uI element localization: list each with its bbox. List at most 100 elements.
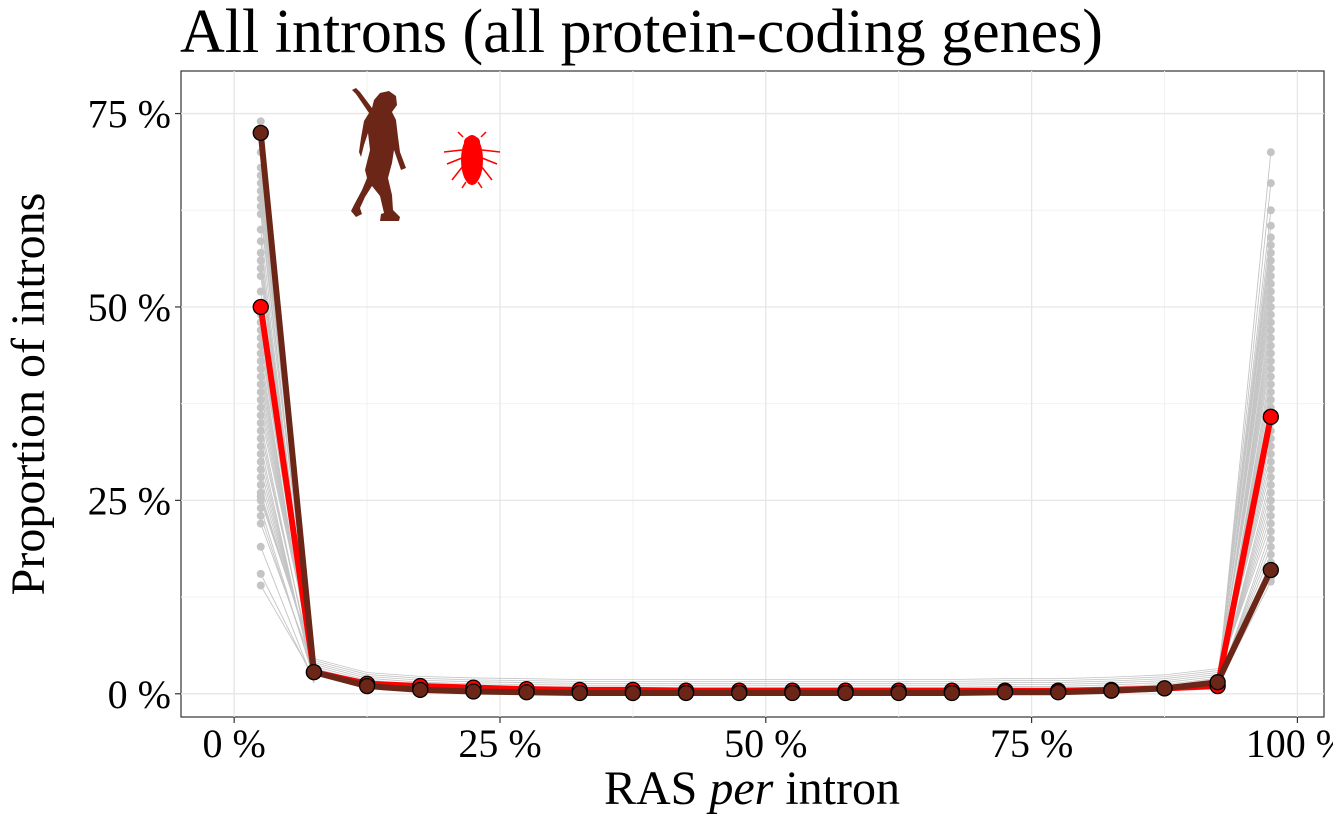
background-point <box>256 542 265 551</box>
background-point <box>1266 395 1275 404</box>
background-point <box>1266 287 1275 296</box>
background-line <box>260 546 315 684</box>
background-point <box>1266 233 1275 242</box>
background-point <box>1266 148 1275 157</box>
data-point-human <box>571 684 588 702</box>
y-tick-label: 50 % <box>88 285 171 330</box>
background-point <box>1266 480 1275 489</box>
fly-silhouette-icon <box>443 131 501 189</box>
background-point <box>256 395 265 404</box>
background-point <box>1266 535 1275 544</box>
data-point-human <box>1262 561 1279 579</box>
background-point <box>256 449 265 458</box>
data-point-human <box>677 684 695 702</box>
background-point <box>1266 465 1275 474</box>
data-point-human <box>890 684 907 702</box>
background-point <box>256 511 265 520</box>
data-point-human <box>1050 684 1067 701</box>
y-tick-label: 0 % <box>108 672 171 717</box>
y-tick-label: 25 % <box>88 478 171 523</box>
background-line <box>313 660 1218 682</box>
background-line <box>260 585 315 677</box>
background-point <box>256 569 265 578</box>
background-point <box>1266 264 1275 273</box>
background-point <box>1266 496 1275 505</box>
x-tick-label: 75 % <box>990 721 1073 766</box>
background-point <box>1266 295 1275 304</box>
data-point-fly <box>252 298 269 316</box>
background-point <box>1266 527 1275 536</box>
background-point <box>1266 473 1275 482</box>
background-point <box>1266 341 1275 350</box>
background-line <box>1217 306 1272 677</box>
data-point-human <box>837 684 854 702</box>
data-point-human <box>518 684 535 701</box>
highlight-series-points <box>252 124 1279 702</box>
data-point-human <box>1103 682 1120 699</box>
background-point <box>1266 206 1275 215</box>
data-point-human <box>943 684 961 702</box>
background-point <box>256 388 265 397</box>
background-point <box>1266 349 1275 358</box>
background-point <box>256 237 265 246</box>
background-point <box>1266 326 1275 335</box>
data-point-human <box>996 684 1014 701</box>
x-tick-label: 100 % <box>1246 721 1333 766</box>
data-point-human <box>305 663 323 681</box>
background-point <box>1266 442 1275 451</box>
background-point <box>1266 388 1275 397</box>
background-point <box>256 380 265 389</box>
background-point <box>1266 519 1275 528</box>
background-point <box>256 357 265 366</box>
data-point-human <box>358 677 376 695</box>
background-point <box>1266 241 1275 250</box>
x-tick-label: 25 % <box>458 721 541 766</box>
background-point <box>1266 256 1275 265</box>
background-point <box>1266 302 1275 311</box>
background-line <box>260 523 315 670</box>
x-tick-label: 0 % <box>202 721 265 766</box>
background-point <box>1266 248 1275 257</box>
y-axis-title: Proportion of introns <box>2 193 55 596</box>
background-point <box>256 504 265 513</box>
background-point <box>1266 372 1275 381</box>
data-point-human <box>784 684 801 702</box>
background-point <box>1266 279 1275 288</box>
y-axis-ticks: 0 % 25 % 50 % 75 % <box>88 92 181 717</box>
data-point-human <box>252 124 269 142</box>
background-point <box>256 256 265 265</box>
plot-panel <box>180 70 1325 718</box>
background-line <box>313 664 1218 686</box>
data-point-human <box>412 681 429 699</box>
background-point <box>256 264 265 273</box>
background-point <box>1266 272 1275 281</box>
background-point <box>256 419 265 428</box>
background-point <box>256 202 265 211</box>
background-point <box>256 403 265 412</box>
background-point <box>1266 221 1275 230</box>
background-point <box>256 364 265 373</box>
background-point <box>1266 310 1275 319</box>
data-point-human <box>465 683 482 700</box>
background-point <box>256 372 265 381</box>
x-axis-ticks: 0 % 25 % 50 % 75 % 100 % <box>202 717 1333 766</box>
background-point <box>256 194 265 203</box>
series-line-human <box>257 129 1274 697</box>
background-point <box>1266 179 1275 188</box>
data-point-human <box>1209 674 1226 691</box>
background-point <box>1266 457 1275 466</box>
background-point <box>256 465 265 474</box>
background-point <box>1266 550 1275 559</box>
background-line <box>313 658 1218 680</box>
chart-title: All introns (all protein-coding genes) <box>180 0 1103 66</box>
background-line <box>313 662 1218 684</box>
background-point <box>256 519 265 528</box>
background-point <box>1266 488 1275 497</box>
background-line <box>1217 361 1272 677</box>
data-point-human <box>1156 680 1173 697</box>
background-point <box>1266 318 1275 327</box>
human-silhouette-icon <box>351 88 406 221</box>
background-point <box>256 411 265 420</box>
background-point <box>1266 357 1275 366</box>
